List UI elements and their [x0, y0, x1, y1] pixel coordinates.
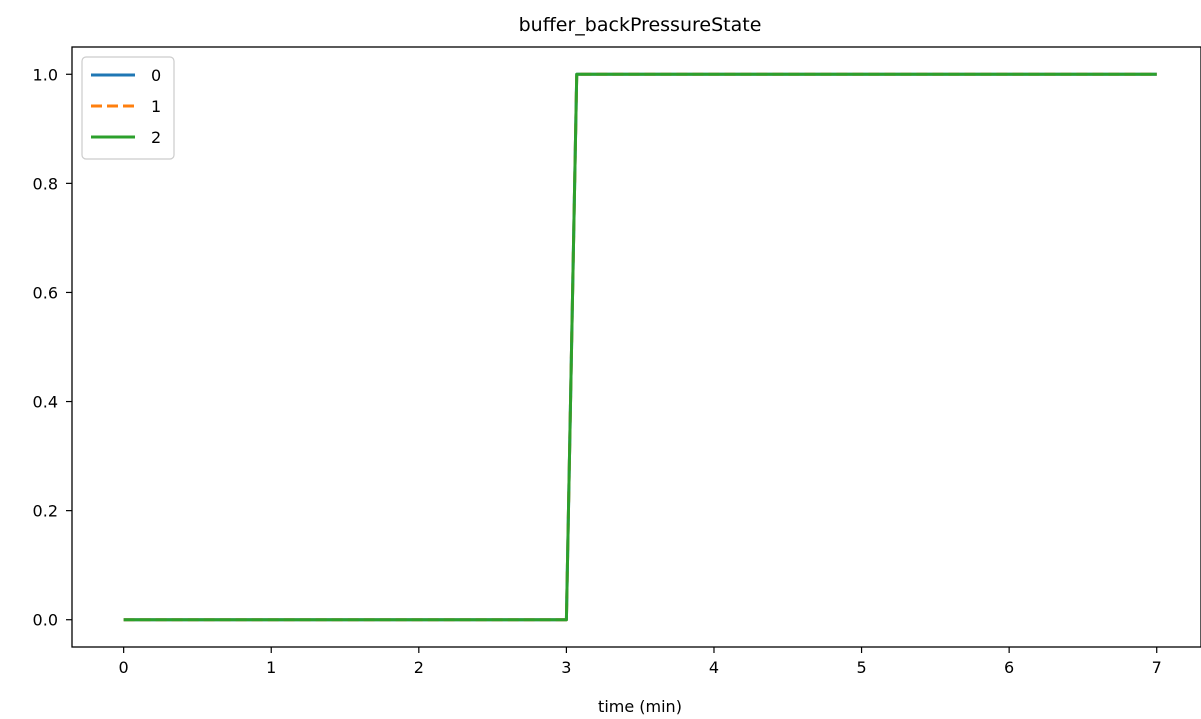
x-tick-label: 6	[1004, 658, 1014, 677]
x-axis-label: time (min)	[598, 697, 682, 716]
legend-label-1: 1	[151, 97, 161, 116]
legend-frame	[81, 56, 175, 160]
series-line-1	[123, 72, 1157, 622]
y-tick-label: 1.0	[33, 65, 58, 84]
y-tick-label: 0.6	[33, 283, 58, 302]
x-tick-label: 1	[266, 658, 276, 677]
legend-label-2: 2	[151, 128, 161, 147]
legend-label-0: 0	[151, 66, 161, 85]
plot-area	[123, 72, 1157, 622]
x-tick-label: 5	[856, 658, 866, 677]
plot-frame	[71, 46, 1201, 648]
series-line-2	[123, 72, 1157, 622]
legend: 0 1 2	[81, 56, 175, 160]
y-tick-label: 0.4	[33, 393, 58, 412]
y-tick-label: 0.8	[33, 174, 58, 193]
x-tick-label: 4	[709, 658, 719, 677]
y-tick-label: 0.0	[33, 611, 58, 630]
x-tick-label: 2	[414, 658, 424, 677]
x-tick-label: 0	[119, 658, 129, 677]
x-tick-label: 7	[1152, 658, 1162, 677]
chart-title: buffer_backPressureState	[519, 14, 762, 36]
series-line-0	[123, 72, 1157, 622]
y-tick-label: 0.2	[33, 502, 58, 521]
axis-ticks: 0 1 2 3 4 5 6 7 0.0 0.2 0.4 0.6 0.8 1.0	[33, 65, 1162, 677]
x-tick-label: 3	[561, 658, 571, 677]
